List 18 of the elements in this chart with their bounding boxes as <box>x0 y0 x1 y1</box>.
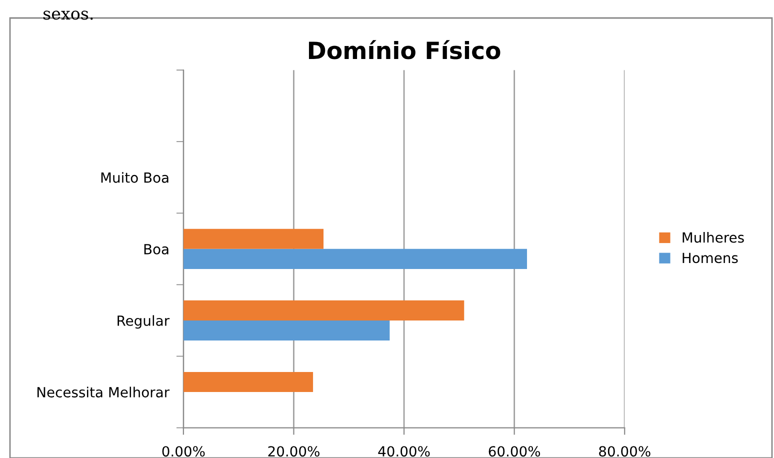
x-tick-label: 20.00% <box>268 446 320 457</box>
y-tick-label: Boa <box>144 244 168 254</box>
y-tick-label: Necessita Melhorar <box>37 386 170 398</box>
bar <box>183 372 314 392</box>
x-tick-label: 80.00% <box>599 446 650 457</box>
x-tick-label: 0.00% <box>162 446 205 457</box>
bar <box>183 248 528 269</box>
bar <box>183 320 390 340</box>
bar <box>183 300 464 320</box>
y-tick-label: Muito Boa <box>101 172 168 183</box>
y-tick-label: Regular <box>118 315 170 329</box>
chart-title: Domínio Físico <box>308 40 500 60</box>
text: sexos. <box>44 10 93 20</box>
legend-label: Mulheres <box>682 232 744 243</box>
legend-label: Homens <box>682 252 738 264</box>
x-tick-label: 40.00% <box>378 446 430 457</box>
x-tick-label: 60.00% <box>488 446 540 457</box>
bar <box>183 228 324 249</box>
